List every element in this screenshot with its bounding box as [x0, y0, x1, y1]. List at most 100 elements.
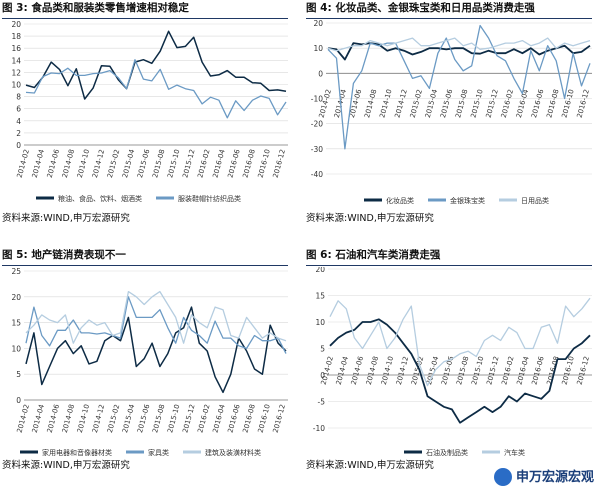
- y-tick-label: -40: [311, 170, 323, 179]
- x-tick-label: 2014-12: [91, 148, 106, 178]
- x-tick-label: 2016-12: [272, 403, 287, 433]
- legend-label: 日用品类: [521, 196, 549, 205]
- x-tick-label: 2015-10: [166, 403, 181, 433]
- x-tick-label: 2014-06: [350, 355, 365, 386]
- series-line: [327, 37, 591, 52]
- series-line: [329, 297, 591, 387]
- chart-panel-fig6: 图 6: 石油和汽车类消费走强 -10 -5 0 5 10 15 20 2014-02 2014…: [304, 247, 594, 482]
- y-tick-label: 0: [16, 141, 21, 150]
- y-tick-label: 10: [315, 318, 325, 327]
- series-line: [25, 296, 287, 354]
- y-tick-label: 5: [320, 345, 325, 354]
- x-tick-label: 2014-12: [91, 403, 106, 433]
- chart-title: 图 5: 地产链消费表现不一: [2, 247, 288, 266]
- y-tick-label: 20: [11, 20, 21, 29]
- legend-label: 金银珠宝类: [450, 196, 485, 205]
- y-tick-label: 0: [318, 69, 323, 78]
- x-tick-label: 2015-10: [469, 88, 484, 118]
- y-tick-label: 12: [11, 68, 21, 77]
- x-tick-label: 2016-12: [576, 88, 591, 118]
- y-tick-label: -10: [311, 95, 323, 104]
- chart-panel-fig4: 图 4: 化妆品类、金银珠宝类和日用品类消费走强 -40 -30 -20 -10 0 10…: [304, 0, 594, 235]
- y-tick-label: 10: [11, 344, 21, 353]
- y-tick-label: 2: [16, 129, 21, 138]
- x-tick-label: 2014-12: [394, 88, 409, 118]
- y-tick-label: 16: [11, 44, 21, 53]
- x-tick-label: 2014-08: [61, 148, 76, 178]
- legend-label: 家用电器和音像器材类: [42, 448, 112, 457]
- watermark-logo-icon: [493, 468, 512, 486]
- series-line: [327, 24, 591, 150]
- chart-source: 资料来源:WIND,申万宏源研究: [2, 460, 130, 471]
- y-tick-label: 20: [315, 267, 325, 274]
- x-tick-label: 2015-02: [409, 88, 424, 118]
- x-tick-label: 2016-02: [500, 355, 515, 385]
- x-tick-label: 2014-02: [318, 88, 333, 118]
- y-tick-label: 18: [11, 32, 21, 41]
- x-tick-label: 2015-08: [151, 403, 166, 433]
- x-tick-label: 2014-02: [16, 403, 31, 433]
- x-tick-label: 2014-12: [395, 355, 410, 385]
- x-tick-label: 2015-06: [136, 148, 151, 179]
- chart-panel-fig5: 图 5: 地产链消费表现不一 0 5 10 15 20 25 2014-02 2014-04 2…: [0, 247, 290, 482]
- x-tick-label: 2014-04: [31, 403, 46, 434]
- y-tick-label: -10: [313, 424, 325, 433]
- chart-source: 资料来源:WIND,申万宏源研究: [306, 213, 434, 224]
- x-tick-label: 2015-04: [424, 88, 439, 119]
- chart-title: 图 3: 食品类和服装类零售增速相对稳定: [2, 0, 288, 19]
- x-tick-label: 2016-08: [545, 88, 560, 118]
- y-tick-label: 25: [11, 267, 21, 276]
- x-tick-label: 2014-08: [365, 355, 380, 385]
- chart-title: 图 4: 化妆品类、金银珠宝类和日用品类消费走强: [306, 0, 592, 19]
- y-tick-label: 14: [11, 56, 21, 65]
- x-tick-label: 2016-08: [242, 148, 257, 178]
- x-tick-label: 2014-10: [378, 88, 393, 118]
- chart-panel-fig3: 图 3: 食品类和服装类零售增速相对稳定 0 2 4 6 8 10 12 14 16 18 20 20…: [0, 0, 290, 235]
- x-tick-label: 2014-06: [46, 148, 61, 179]
- y-tick-label: -5: [318, 398, 326, 407]
- x-tick-label: 2016-02: [196, 403, 211, 433]
- watermark: 申万宏源宏观: [493, 466, 594, 486]
- series-line: [25, 306, 287, 394]
- x-tick-label: 2016-06: [530, 355, 545, 386]
- x-tick-label: 2015-04: [121, 148, 136, 179]
- y-tick-label: 20: [313, 20, 323, 28]
- x-tick-label: 2016-10: [257, 148, 272, 178]
- y-tick-label: 20: [11, 293, 21, 302]
- y-tick-label: 5: [16, 370, 21, 379]
- x-tick-label: 2015-08: [455, 355, 470, 385]
- y-tick-label: -30: [311, 145, 323, 154]
- y-tick-label: 15: [315, 292, 325, 301]
- x-tick-label: 2016-02: [500, 88, 515, 118]
- legend-label: 建筑及装潢材料类: [205, 448, 261, 457]
- x-tick-label: 2015-02: [106, 403, 121, 433]
- x-tick-label: 2015-06: [136, 403, 151, 434]
- x-tick-label: 2015-02: [106, 148, 121, 178]
- chart-source: 资料来源:WIND,申万宏源研究: [2, 213, 130, 224]
- series-line: [25, 290, 287, 344]
- x-tick-label: 2014-02: [16, 148, 31, 178]
- y-tick-label: 0: [320, 371, 325, 380]
- x-tick-label: 2015-10: [166, 148, 181, 178]
- x-tick-label: 2016-06: [530, 88, 545, 119]
- x-tick-label: 2014-06: [46, 403, 61, 434]
- x-tick-label: 2016-12: [576, 355, 591, 385]
- legend-label: 粮油、食品、饮料、烟酒类: [58, 194, 142, 203]
- x-tick-label: 2015-04: [425, 355, 440, 386]
- x-tick-label: 2016-04: [211, 148, 226, 179]
- y-tick-label: 10: [313, 44, 323, 53]
- x-tick-label: 2016-02: [196, 148, 211, 178]
- x-tick-label: 2016-10: [257, 403, 272, 433]
- y-tick-label: 0: [16, 396, 21, 405]
- x-tick-label: 2014-08: [61, 403, 76, 433]
- x-tick-label: 2014-08: [363, 88, 378, 118]
- x-tick-label: 2015-12: [181, 403, 196, 433]
- x-tick-label: 2015-06: [439, 88, 454, 119]
- y-tick-label: -20: [311, 120, 323, 129]
- x-tick-label: 2014-10: [380, 355, 395, 385]
- x-tick-label: 2015-06: [440, 355, 455, 386]
- y-tick-label: 10: [11, 81, 21, 90]
- chart-title: 图 6: 石油和汽车类消费走强: [306, 247, 592, 266]
